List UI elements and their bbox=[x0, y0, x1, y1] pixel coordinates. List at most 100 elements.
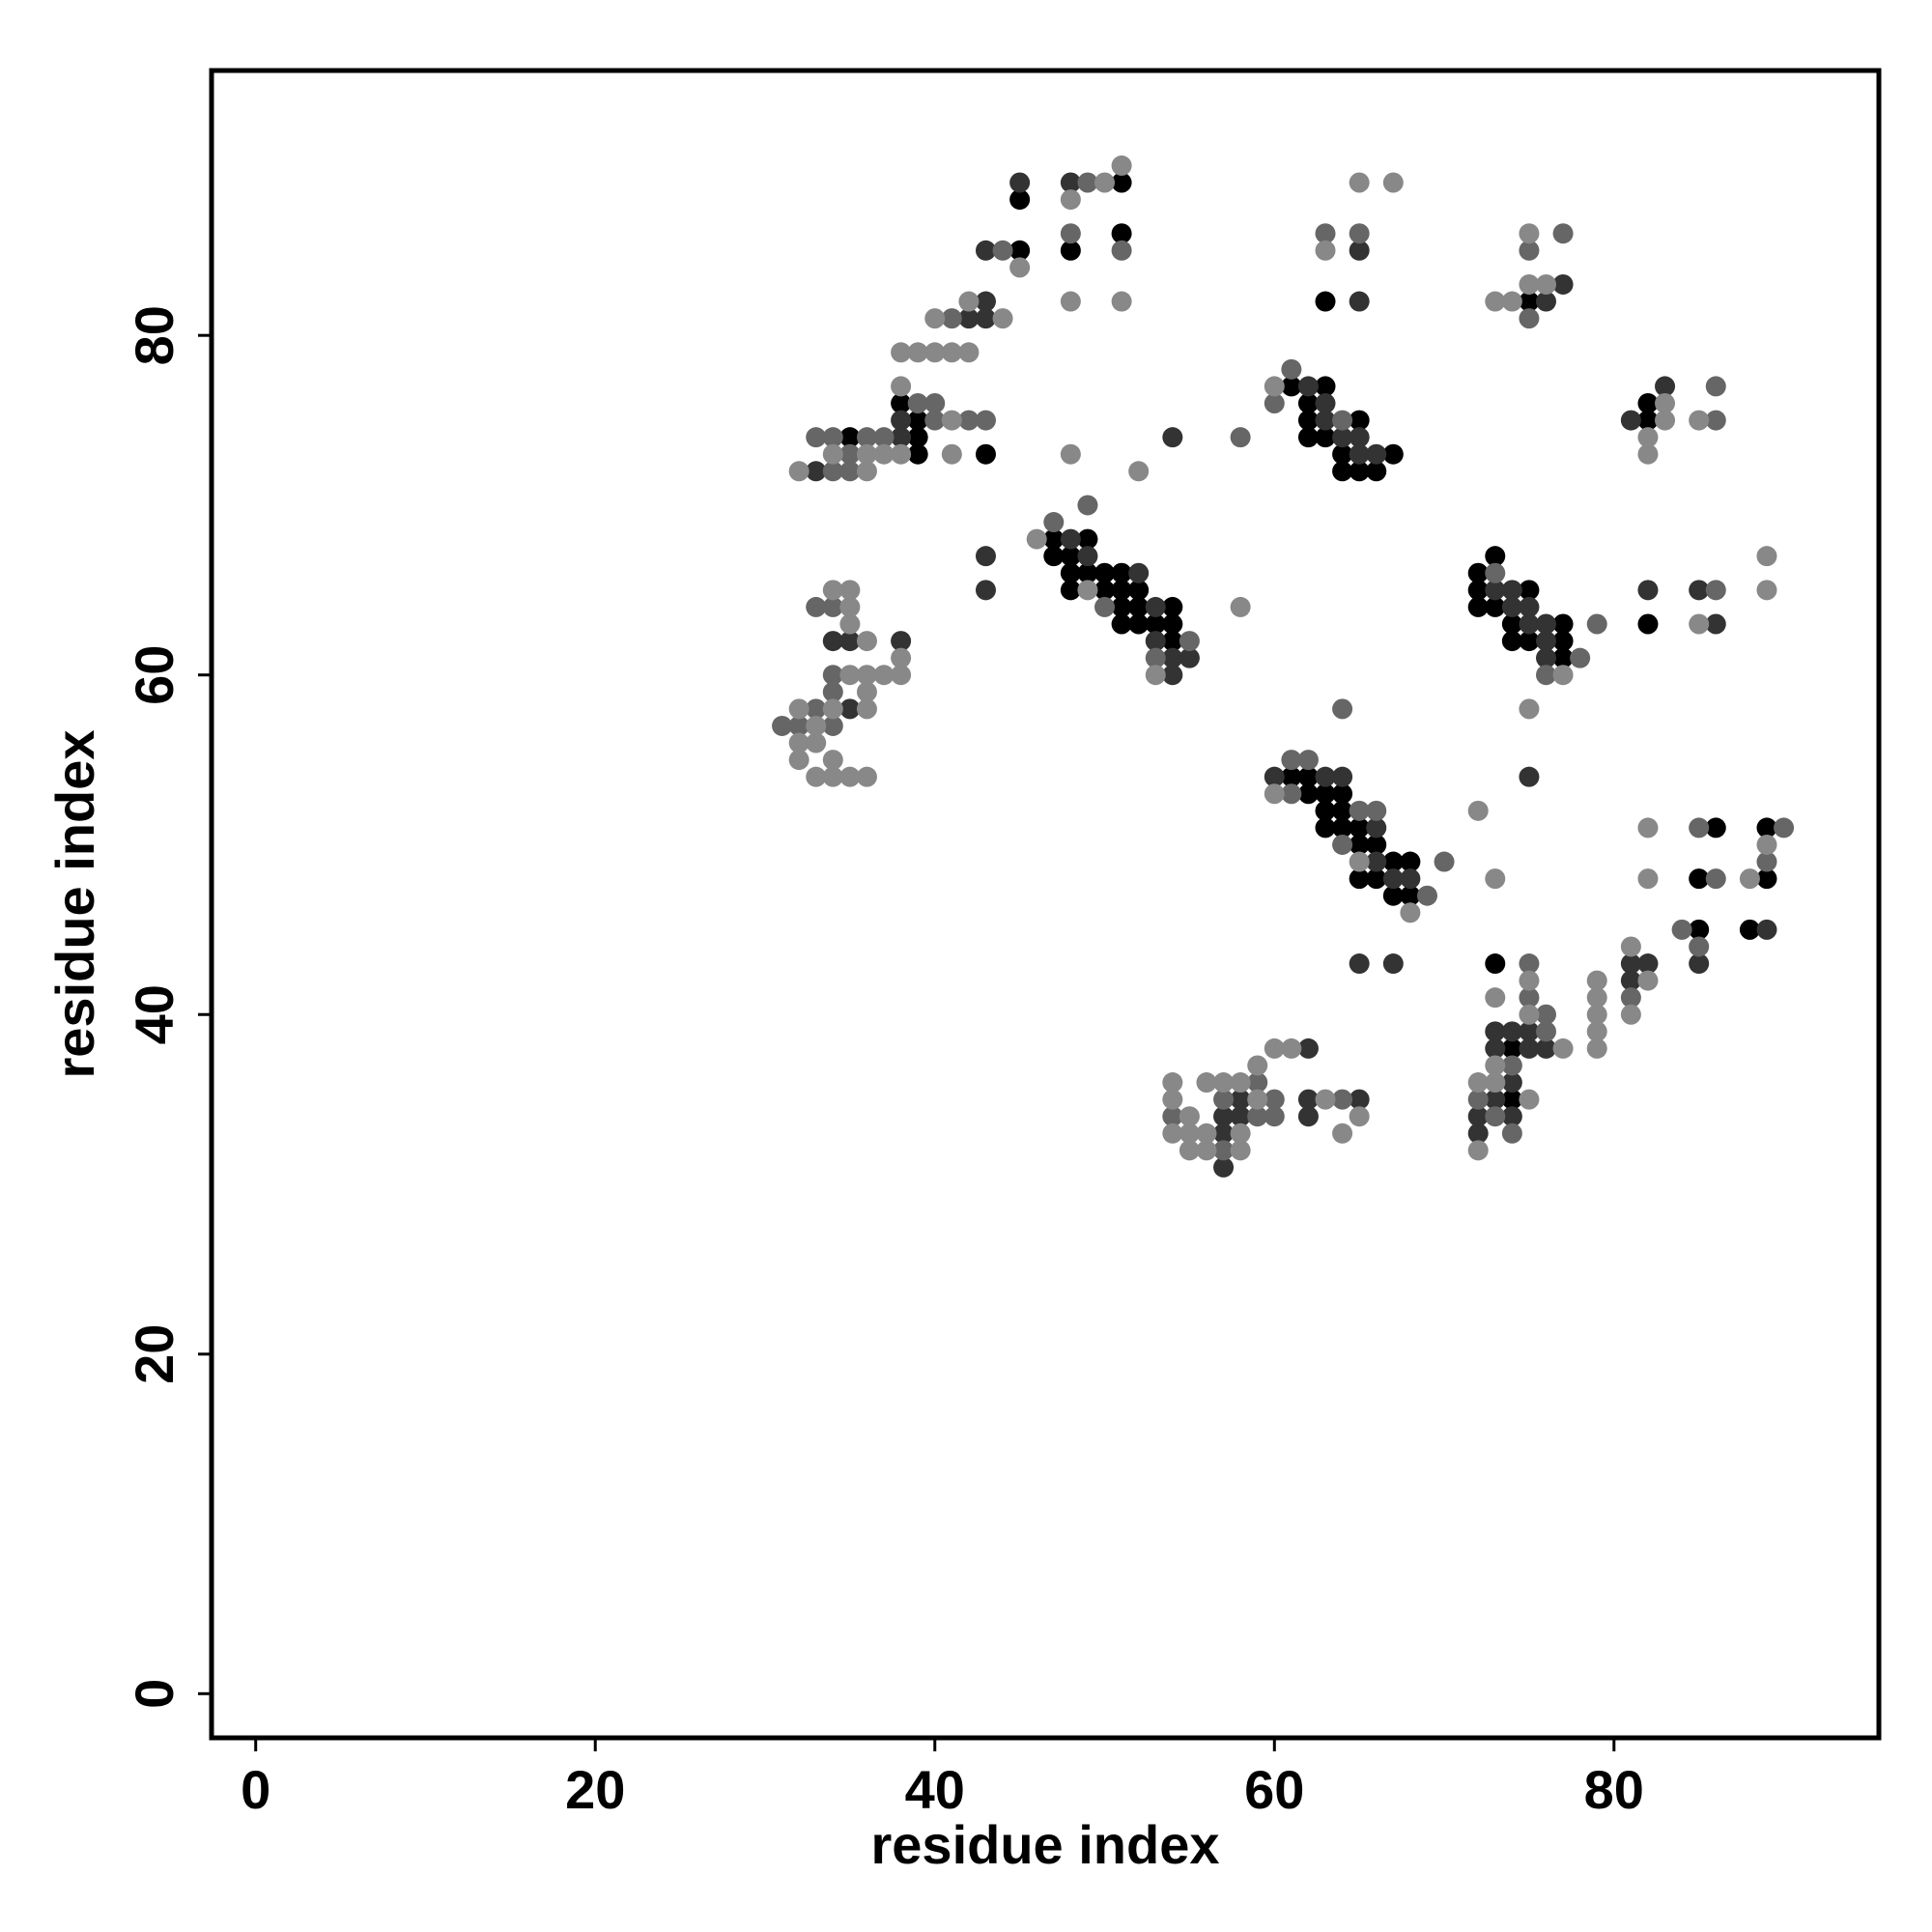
point bbox=[1297, 750, 1319, 771]
point bbox=[839, 631, 861, 652]
point bbox=[891, 631, 912, 652]
point bbox=[1128, 562, 1150, 583]
point bbox=[1400, 885, 1421, 906]
point bbox=[1689, 817, 1710, 838]
point bbox=[1145, 596, 1166, 617]
y-tick-label: 80 bbox=[124, 305, 185, 365]
point bbox=[1297, 392, 1319, 413]
point bbox=[1552, 665, 1574, 686]
point bbox=[1756, 817, 1777, 838]
point bbox=[1230, 1122, 1251, 1144]
point bbox=[1332, 410, 1353, 431]
point bbox=[1366, 851, 1387, 872]
point bbox=[1315, 223, 1336, 244]
point bbox=[1366, 834, 1387, 855]
point bbox=[1689, 919, 1710, 940]
point bbox=[1705, 613, 1726, 635]
point bbox=[1297, 427, 1319, 448]
point bbox=[1009, 240, 1031, 261]
point bbox=[1281, 750, 1302, 771]
point bbox=[1026, 528, 1047, 550]
point bbox=[1349, 410, 1370, 431]
point bbox=[806, 461, 827, 482]
point bbox=[924, 392, 946, 413]
point bbox=[1519, 223, 1540, 244]
point bbox=[1230, 427, 1251, 448]
point bbox=[1349, 443, 1370, 465]
point bbox=[1315, 240, 1336, 261]
point bbox=[822, 580, 843, 601]
point bbox=[941, 410, 962, 431]
point bbox=[1332, 800, 1353, 821]
point bbox=[1586, 987, 1607, 1009]
point bbox=[1620, 410, 1641, 431]
point bbox=[1162, 1122, 1183, 1144]
point bbox=[1315, 800, 1336, 821]
point bbox=[1620, 953, 1641, 975]
point bbox=[1501, 1037, 1522, 1059]
point bbox=[788, 715, 810, 736]
point bbox=[856, 681, 877, 702]
point bbox=[1519, 291, 1540, 312]
point bbox=[1382, 953, 1404, 975]
point bbox=[1637, 580, 1659, 601]
point bbox=[1689, 613, 1710, 635]
point bbox=[1501, 291, 1522, 312]
point bbox=[1467, 1106, 1489, 1127]
point bbox=[1586, 1021, 1607, 1042]
point bbox=[856, 443, 877, 465]
point bbox=[907, 342, 928, 363]
point bbox=[1297, 376, 1319, 397]
point bbox=[907, 410, 928, 431]
point bbox=[772, 715, 793, 736]
point bbox=[1111, 613, 1132, 635]
x-tick-label: 0 bbox=[241, 1759, 270, 1820]
point bbox=[839, 427, 861, 448]
point bbox=[1077, 495, 1098, 516]
point bbox=[1519, 953, 1540, 975]
point bbox=[1094, 596, 1116, 617]
point bbox=[1756, 546, 1777, 567]
point bbox=[1467, 1089, 1489, 1110]
point bbox=[1349, 461, 1370, 482]
point bbox=[1739, 868, 1760, 890]
point bbox=[839, 698, 861, 720]
point bbox=[1705, 580, 1726, 601]
point bbox=[891, 392, 912, 413]
point bbox=[1416, 885, 1437, 906]
point bbox=[1366, 461, 1387, 482]
point bbox=[1349, 851, 1370, 872]
point bbox=[788, 461, 810, 482]
point bbox=[1060, 240, 1081, 261]
point bbox=[975, 546, 996, 567]
point bbox=[1501, 1089, 1522, 1110]
point bbox=[1536, 1037, 1557, 1059]
point bbox=[1315, 410, 1336, 431]
point bbox=[1382, 868, 1404, 890]
point bbox=[1655, 410, 1676, 431]
point bbox=[1485, 987, 1506, 1009]
point bbox=[1570, 647, 1591, 668]
point bbox=[1060, 546, 1081, 567]
point bbox=[1671, 919, 1692, 940]
point bbox=[1519, 987, 1540, 1009]
point bbox=[1637, 817, 1659, 838]
point bbox=[1213, 1140, 1235, 1161]
point bbox=[1162, 665, 1183, 686]
point bbox=[822, 766, 843, 787]
point bbox=[1756, 851, 1777, 872]
point bbox=[1060, 443, 1081, 465]
point bbox=[1366, 868, 1387, 890]
point bbox=[1043, 528, 1065, 550]
point bbox=[1501, 596, 1522, 617]
point bbox=[822, 698, 843, 720]
point bbox=[856, 427, 877, 448]
point bbox=[1467, 562, 1489, 583]
point bbox=[1519, 308, 1540, 329]
point bbox=[1774, 817, 1795, 838]
point bbox=[1264, 1089, 1285, 1110]
point bbox=[822, 681, 843, 702]
point bbox=[1145, 613, 1166, 635]
point bbox=[873, 427, 895, 448]
point bbox=[975, 291, 996, 312]
